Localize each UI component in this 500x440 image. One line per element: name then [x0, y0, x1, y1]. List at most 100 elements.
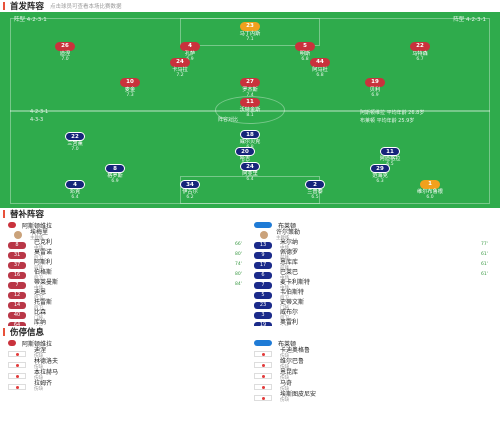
- shirt-number-badge: 24: [240, 162, 260, 171]
- player-marker[interactable]: 24 阿亚里 6.4: [220, 162, 280, 182]
- sub-player-row[interactable]: 5 韦伯斯特 后卫: [254, 289, 492, 301]
- sub-number-badge: 64: [8, 321, 26, 329]
- home-coach-row[interactable]: 埃梅里 主教练: [8, 229, 246, 241]
- injured-player-name: 埃斯图皮尼安: [280, 391, 317, 398]
- player-name: 范海克: [372, 173, 388, 179]
- substitutes-section: 替补阵容 阿斯顿维拉 埃梅里 主教练 8 巴克利 中场 66' 31 莫雷诺 后卫 80' 37 阿…: [0, 208, 500, 331]
- section-accent-bar: [3, 2, 5, 10]
- coach-role: 主教练: [30, 235, 44, 241]
- player-marker[interactable]: 4 邓克 6.4: [45, 180, 105, 200]
- player-marker[interactable]: 44 阿马杜 6.8: [290, 58, 350, 78]
- shirt-number-badge: 20: [235, 147, 255, 156]
- shirt-number-badge: 26: [55, 42, 75, 51]
- injury-icon: [8, 361, 26, 368]
- sub-player-row[interactable]: 8 巴克利 中场 66': [8, 238, 246, 251]
- injury-row[interactable]: 马奇 伤缺: [254, 381, 492, 392]
- injury-status: 伤缺: [280, 365, 289, 370]
- player-rating: 7.2: [176, 73, 184, 78]
- injury-row[interactable]: 维尔巴鲁 伤缺: [254, 359, 492, 370]
- sub-number-badge: 12: [8, 291, 26, 299]
- player-marker[interactable]: 22 马特森 6.7: [390, 42, 450, 62]
- sub-player-name: 伯格斯: [34, 268, 53, 276]
- player-rating: 6.0: [426, 195, 434, 200]
- player-name: 马特森: [412, 51, 428, 57]
- injury-icon: [254, 350, 272, 357]
- away-coach-row[interactable]: 许尔策勒 主教练: [254, 229, 492, 241]
- pitch-boundary: [10, 18, 490, 204]
- shirt-number-badge: 1: [420, 180, 440, 189]
- injury-row[interactable]: 拉姆齐 伤缺: [8, 381, 246, 392]
- injured-player-name: 本拉赫马: [34, 369, 59, 376]
- sub-player-row[interactable]: 31 莫雷诺 后卫 80': [8, 249, 246, 261]
- injury-row[interactable]: 林德洛夫 伤缺: [8, 359, 246, 370]
- sub-player-row[interactable]: 12 迪恩 后卫: [8, 289, 246, 301]
- player-marker[interactable]: 22 三笘薰 7.0: [45, 132, 105, 152]
- injury-icon: [254, 372, 272, 379]
- injury-row[interactable]: 埃斯图皮尼安 伤缺: [254, 392, 492, 403]
- player-marker[interactable]: 23 马丁内斯 7.1: [220, 22, 280, 42]
- away-injury-column: 布莱顿 卡迪奥格鲁 伤缺 维尔巴鲁 伤缺 恩昆库 伤缺 马奇 伤缺 埃斯图皮尼安 伤缺: [250, 338, 496, 403]
- sub-player-name: 巴克利: [34, 238, 53, 246]
- injury-row[interactable]: 卡迪奥格鲁 伤缺: [254, 348, 492, 359]
- home-team-name: 阿斯顿维拉: [22, 222, 53, 230]
- shirt-number-badge: 10: [120, 78, 140, 87]
- player-name: 贝利: [369, 87, 381, 93]
- player-name: 罗杰斯: [242, 87, 258, 93]
- sub-player-row[interactable]: 6 巴莱巴 中场 61': [254, 269, 492, 281]
- sub-number-badge: 37: [8, 261, 26, 269]
- away-shape-label: 4-3-3: [30, 117, 44, 123]
- sub-player-row[interactable]: 37 阿斯利 前锋 74': [8, 259, 246, 271]
- player-marker[interactable]: 19 贝利 6.9: [345, 78, 405, 98]
- home-crest-icon: [8, 222, 16, 228]
- shirt-number-badge: 34: [180, 180, 200, 189]
- lineup-section-header: 首发阵容 点击球员可查看本场比赛数据: [0, 0, 500, 12]
- player-marker[interactable]: 34 伊古尔 6.2: [160, 180, 220, 200]
- player-marker[interactable]: 26 迪涅 7.0: [35, 42, 95, 62]
- sub-player-row[interactable]: 16 伯格斯 后卫 80': [8, 268, 246, 281]
- away-formation-label: 阵型 4-2-3-1: [453, 17, 486, 23]
- player-marker[interactable]: 10 麦金 7.3: [100, 78, 160, 98]
- shirt-number-badge: 24: [170, 58, 190, 67]
- sub-player-name: 比森: [34, 308, 47, 316]
- sub-number-badge: 9: [254, 251, 272, 259]
- player-rating: 6.9: [186, 57, 194, 62]
- sub-player-row[interactable]: 14 托雷斯 后卫: [8, 299, 246, 311]
- player-marker[interactable]: 1 维尔布鲁根 6.0: [400, 180, 460, 200]
- section-accent-bar: [3, 210, 5, 218]
- away-crest-icon: [254, 222, 272, 228]
- injury-icon: [8, 350, 26, 357]
- sub-player-position: 后卫: [34, 295, 43, 301]
- player-rating: 7.1: [246, 37, 254, 42]
- sub-player-row[interactable]: 23 史蒂文斯 门将: [254, 299, 492, 311]
- sub-player-position: 后卫: [280, 295, 289, 301]
- player-marker[interactable]: 24 卡马拉 7.2: [150, 58, 210, 78]
- sub-number-badge: 23: [254, 301, 272, 309]
- player-marker[interactable]: 27 罗杰斯 7.4: [220, 78, 280, 98]
- sub-player-row[interactable]: 13 米尔纳 中场 77': [254, 239, 492, 251]
- sub-player-row[interactable]: 40 比森 门将: [8, 308, 246, 321]
- player-marker[interactable]: 29 范海克 6.3: [350, 164, 410, 184]
- player-marker[interactable]: 11 阿迪格拉 6.5: [360, 147, 420, 167]
- player-marker[interactable]: 11 沃特金斯 8.1: [220, 98, 280, 118]
- sub-player-row[interactable]: 3 威布尔 后卫: [254, 309, 492, 321]
- player-marker[interactable]: 5 明斯 6.8: [275, 42, 335, 62]
- player-marker[interactable]: 2 兰普泰 6.5: [285, 180, 345, 200]
- injury-row[interactable]: 迪涅 伤缺: [8, 348, 246, 359]
- sub-player-row[interactable]: 9 佩德罗 前锋 61': [254, 249, 492, 261]
- player-name: 阿马杜: [312, 67, 328, 73]
- player-rating: 7.0: [61, 57, 69, 62]
- player-marker[interactable]: 4 孔萨 6.9: [160, 42, 220, 62]
- injury-row[interactable]: 本拉赫马 伤缺: [8, 370, 246, 381]
- sub-player-row[interactable]: 17 恩库库 前锋 61': [254, 259, 492, 271]
- shirt-number-badge: 5: [295, 42, 315, 51]
- sub-in-minute: 66': [235, 242, 242, 247]
- shirt-number-badge: 22: [65, 132, 85, 141]
- shirt-number-badge: 44: [310, 58, 330, 67]
- sub-number-badge: 6: [254, 271, 272, 279]
- sub-player-position: 中场: [280, 275, 289, 281]
- sub-player-row[interactable]: 7 麦卡利斯特 中场: [254, 279, 492, 291]
- injury-row[interactable]: 恩昆库 伤缺: [254, 370, 492, 381]
- player-marker[interactable]: 8 格罗斯 6.9: [85, 164, 145, 184]
- injury-icon: [254, 394, 272, 401]
- sub-player-row[interactable]: 7 蒂莱曼斯 中场 84': [8, 279, 246, 291]
